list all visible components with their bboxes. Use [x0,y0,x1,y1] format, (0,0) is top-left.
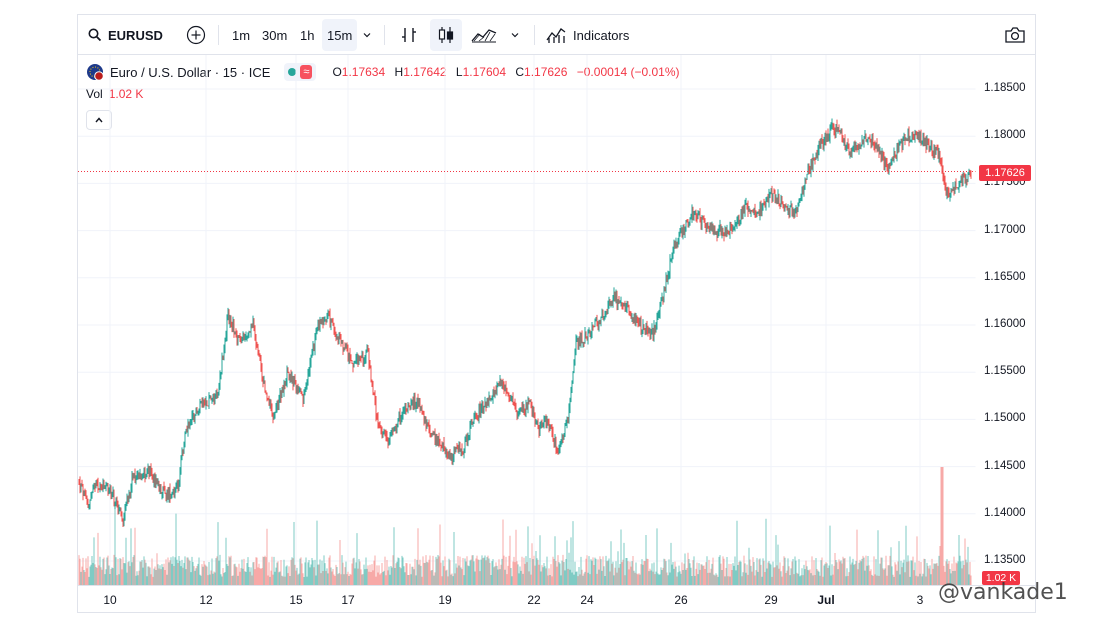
symbol-label: EURUSD [108,27,163,43]
price-tick-label: 1.14500 [984,459,1026,472]
time-tick-label: 19 [438,593,452,607]
chevron-up-icon [95,117,103,123]
time-tick-label: 29 [764,593,778,607]
price-tick-label: 1.14000 [984,506,1026,519]
low-label: L [455,65,463,79]
close-label: C [515,65,525,79]
chart-widget: EURUSD 1m 30m 1h 15m [77,14,1036,613]
chevron-down-icon [363,33,371,38]
low-value: 1.17604 [462,65,506,79]
indicators-label: Indicators [573,27,630,43]
search-icon [88,28,102,42]
high-label: H [394,65,404,79]
volume-legend: Vol 1.02 K [86,87,143,101]
instrument-title[interactable]: Euro / U.S. Dollar · 15 · ICE [110,64,271,80]
candles [78,118,972,528]
price-tick-label: 1.15000 [984,412,1026,425]
bars-icon [402,28,416,42]
area-chart-icon [471,29,497,43]
indicators-icon [546,28,566,43]
chevron-down-icon [511,33,519,38]
candlestick-icon [438,27,454,43]
interval-1m[interactable]: 1m [232,27,251,43]
chart-legend: Euro / U.S. Dollar · 15 · ICE ≈ O1.17634… [86,62,686,82]
close-value: 1.17626 [524,65,568,79]
change-value: −0.00014 (−0.01%) [576,65,680,79]
volume-label: Vol [86,87,103,101]
price-chart[interactable] [78,15,1035,585]
price-tick-label: 1.18500 [984,82,1026,94]
toolbar-divider [218,25,219,45]
time-tick-label: Jul [817,593,835,607]
symbol-search[interactable]: EURUSD [88,19,163,51]
open-label: O [332,65,342,79]
plus-circle-icon [186,25,206,45]
time-tick-label: 24 [580,593,594,607]
volume-bars [78,467,972,585]
price-tick-label: 1.17000 [984,223,1026,236]
snapshot-button[interactable] [1004,19,1026,51]
price-tick-label: 1.16500 [984,270,1026,283]
market-open-dot [288,68,297,76]
interval-30m[interactable]: 30m [262,27,288,43]
camera-icon [1005,27,1025,43]
time-tick-label: 12 [199,593,213,607]
high-value: 1.17642 [403,65,447,79]
interval-dropdown[interactable] [362,19,372,51]
chart-type-dropdown[interactable] [510,19,520,51]
price-tick-label: 1.15500 [984,365,1026,378]
watermark: @vankade1 [938,580,1068,605]
open-value: 1.17634 [341,65,386,79]
time-tick-label: 10 [103,593,117,607]
collapse-legend-button[interactable] [86,110,112,130]
toolbar-divider [534,25,535,45]
top-toolbar: EURUSD 1m 30m 1h 15m [78,15,1035,55]
price-tick-label: 1.13500 [984,554,1026,566]
time-tick-label: 26 [674,593,688,607]
time-tick-label: 15 [289,593,303,607]
price-tick-label: 1.16000 [984,318,1026,330]
toolbar-divider [384,25,385,45]
delayed-data-icon: ≈ [300,65,313,79]
euro-flag-icon [87,64,104,81]
price-tick-label: 1.18000 [984,129,1026,142]
time-tick-label: 3 [916,593,924,607]
interval-15m[interactable]: 15m [322,19,358,51]
time-tick-label: 17 [341,593,355,607]
compare-button[interactable] [186,19,206,51]
volume-value: 1.02 K [108,87,144,101]
time-axis[interactable]: 10 12 15 17 19 22 24 26 29 Jul 3 [78,585,1035,614]
interval-1h[interactable]: 1h [300,27,315,43]
bar-style-button[interactable] [400,19,418,51]
volume-price-label: 1.02 K [982,571,1020,585]
time-tick-label: 22 [527,593,541,607]
area-style-button[interactable] [471,19,497,51]
indicators-button[interactable]: Indicators [546,19,629,51]
market-status-pill[interactable]: ≈ [284,63,317,81]
ohlc-values: O1.17634 H1.17642 L1.17604 C1.17626 −0.0… [332,65,685,79]
last-price-label: 1.17626 [979,165,1031,181]
candles-style-button[interactable] [430,19,462,51]
